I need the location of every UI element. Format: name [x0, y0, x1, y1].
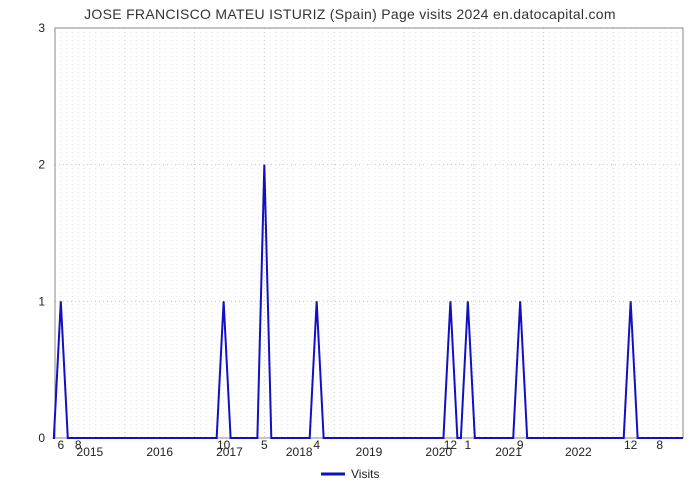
- x-tick-label: 2020: [425, 445, 452, 459]
- y-tick-label: 2: [38, 158, 45, 172]
- data-label: 8: [656, 438, 663, 452]
- data-label: 12: [624, 438, 638, 452]
- data-label: 1: [465, 438, 472, 452]
- x-tick-label: 2016: [146, 445, 173, 459]
- y-tick-label: 1: [38, 294, 45, 308]
- x-tick-label: 2019: [356, 445, 383, 459]
- data-label: 4: [313, 438, 320, 452]
- x-tick-label: 2015: [77, 445, 104, 459]
- grid: [55, 28, 683, 438]
- y-tick-label: 0: [38, 431, 45, 445]
- legend: Visits: [321, 467, 379, 481]
- x-tick-label: 2022: [565, 445, 592, 459]
- x-tick-label: 2017: [216, 445, 243, 459]
- y-tick-label: 3: [38, 21, 45, 35]
- visits-line-chart: 6810541219128 0123 201520162017201820192…: [0, 0, 700, 500]
- data-label: 6: [57, 438, 64, 452]
- x-axis-labels: 2015 2016 2017 2018 2019 2020 2021 2022: [77, 445, 592, 459]
- x-tick-label: 2018: [286, 445, 313, 459]
- y-axis-labels: 0 1 2 3: [38, 21, 45, 445]
- data-label: 5: [261, 438, 268, 452]
- legend-label: Visits: [351, 467, 379, 481]
- x-tick-label: 2021: [495, 445, 522, 459]
